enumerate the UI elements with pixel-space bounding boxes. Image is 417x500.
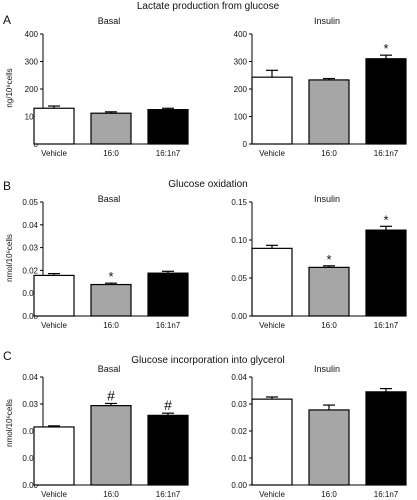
category-label: Vehicle bbox=[259, 149, 285, 158]
y-tick-label: 200 bbox=[25, 85, 39, 94]
category-label: 16:1n7 bbox=[156, 149, 181, 158]
y-tick-label: 0.00 bbox=[22, 481, 38, 490]
y-tick-label: 400 bbox=[25, 30, 39, 39]
y-tick-label: 0 bbox=[243, 140, 248, 149]
ylabel-a: ng/10⁶cells bbox=[5, 68, 14, 107]
category-label: 16:1n7 bbox=[374, 321, 399, 330]
significance-marker: * bbox=[383, 212, 388, 227]
y-tick-label: 0.02 bbox=[22, 427, 38, 436]
y-tick-label: 0.04 bbox=[231, 373, 247, 382]
category-label: Vehicle bbox=[41, 490, 67, 499]
category-label: Vehicle bbox=[41, 149, 67, 158]
chart-panel-a-insulin: Insulin 0 100 200 300 400 Vehicle 16:0 * 16:1n7 bbox=[234, 16, 407, 158]
bar-160 bbox=[308, 266, 350, 317]
panel-subtitle: Insulin bbox=[314, 16, 340, 26]
chart-panel-c-basal: Basal 0.00 0.01 0.02 0.03 0.04 Vehicle #16:0 #16… bbox=[22, 364, 189, 499]
y-tick-label: 0.15 bbox=[231, 198, 247, 207]
y-tick-label: 0.02 bbox=[231, 427, 247, 436]
y-tick-label: 300 bbox=[25, 58, 39, 67]
panel-letter-a: A bbox=[3, 13, 11, 27]
panel-subtitle: Insulin bbox=[314, 194, 340, 204]
bar-vehicle bbox=[33, 107, 75, 145]
y-tick-label: 200 bbox=[234, 85, 248, 94]
panel-subtitle: Basal bbox=[98, 364, 121, 374]
significance-marker: * bbox=[108, 269, 113, 284]
bar-160 bbox=[308, 79, 350, 145]
category-label: 16:0 bbox=[321, 490, 337, 499]
y-tick-label: 0.00 bbox=[22, 312, 38, 321]
y-tick-label: 0.00 bbox=[231, 312, 247, 321]
bar-161n7 bbox=[147, 109, 189, 145]
y-tick-label: 0.01 bbox=[22, 289, 38, 298]
bar-161n7 bbox=[365, 58, 407, 145]
y-tick-label: 0.04 bbox=[22, 373, 38, 382]
bar-161n7 bbox=[365, 229, 407, 317]
bar-vehicle bbox=[33, 426, 75, 486]
panel-subtitle: Basal bbox=[98, 194, 121, 204]
y-tick-label: 0.03 bbox=[22, 400, 38, 409]
significance-marker: * bbox=[383, 41, 388, 56]
section-title-c: Glucose incorporation into glycerol bbox=[131, 355, 284, 366]
bar-161n7 bbox=[147, 414, 189, 486]
y-tick-label: 100 bbox=[234, 113, 248, 122]
section-title-a: Lactate production from glucose bbox=[137, 1, 280, 12]
y-tick-label: 0.01 bbox=[22, 454, 38, 463]
y-tick-label: 300 bbox=[234, 58, 248, 67]
significance-marker: # bbox=[107, 387, 115, 403]
panel-letter-c: C bbox=[3, 349, 12, 363]
category-label: Vehicle bbox=[259, 321, 285, 330]
significance-marker: * bbox=[326, 252, 331, 267]
y-tick-label: 0.10 bbox=[231, 236, 247, 245]
y-tick-label: 100 bbox=[25, 113, 39, 122]
y-tick-label: 0.05 bbox=[22, 198, 38, 207]
bar-161n7 bbox=[365, 391, 407, 486]
significance-marker: # bbox=[164, 397, 172, 413]
bar-160 bbox=[90, 405, 132, 486]
chart-panel-a-basal: Basal0100200300400Vehicle16:016:1n7 bbox=[25, 16, 189, 158]
y-tick-label: 0.04 bbox=[22, 221, 38, 230]
charts: Basal0100200300400Vehicle16:016:1n7Insul… bbox=[22, 16, 407, 499]
y-tick-label: 0.02 bbox=[22, 266, 38, 275]
category-label: 16:0 bbox=[103, 490, 119, 499]
y-tick-label: 400 bbox=[234, 30, 248, 39]
chart-panel-b-basal: Basal 0.00 0.01 0.02 0.03 0.04 0.05 Vehicle * 16:… bbox=[22, 194, 189, 330]
chart-panel-b-insulin: Insulin 0.00 0.05 0.10 0.15 Vehicle * 16:0 * 16:1… bbox=[231, 194, 407, 330]
bar-160 bbox=[308, 409, 350, 486]
bar-160 bbox=[90, 283, 132, 317]
ylabel-b: nmol/10⁶cells bbox=[5, 234, 14, 282]
category-label: 16:0 bbox=[103, 149, 119, 158]
category-label: Vehicle bbox=[259, 490, 285, 499]
bar-vehicle bbox=[33, 274, 75, 317]
category-label: 16:1n7 bbox=[156, 490, 181, 499]
y-tick-label: 0.00 bbox=[231, 481, 247, 490]
ylabel-c: nmol/10⁶cells bbox=[5, 399, 14, 447]
category-label: 16:1n7 bbox=[156, 321, 181, 330]
bar-vehicle bbox=[251, 398, 293, 486]
category-label: 16:0 bbox=[321, 321, 337, 330]
bar-vehicle bbox=[251, 247, 293, 317]
category-label: 16:1n7 bbox=[374, 149, 399, 158]
section-title-b: Glucose oxidation bbox=[168, 179, 248, 190]
y-tick-label: 0.01 bbox=[231, 454, 247, 463]
bar-vehicle bbox=[251, 76, 293, 145]
category-label: Vehicle bbox=[41, 321, 67, 330]
chart-panel-c-insulin: Insulin 0.00 0.01 0.02 0.03 0.04 Vehicle 16:0 16… bbox=[231, 364, 407, 499]
panel-subtitle: Insulin bbox=[314, 364, 340, 374]
category-label: 16:0 bbox=[321, 149, 337, 158]
panel-subtitle: Basal bbox=[98, 16, 121, 26]
y-tick-label: 0.03 bbox=[231, 400, 247, 409]
category-label: 16:0 bbox=[103, 321, 119, 330]
panel-letter-b: B bbox=[3, 179, 11, 193]
y-tick-label: 0.05 bbox=[231, 274, 247, 283]
bar-161n7 bbox=[147, 272, 189, 317]
y-tick-label: 0.03 bbox=[22, 244, 38, 253]
category-label: 16:1n7 bbox=[374, 490, 399, 499]
bar-160 bbox=[90, 112, 132, 145]
